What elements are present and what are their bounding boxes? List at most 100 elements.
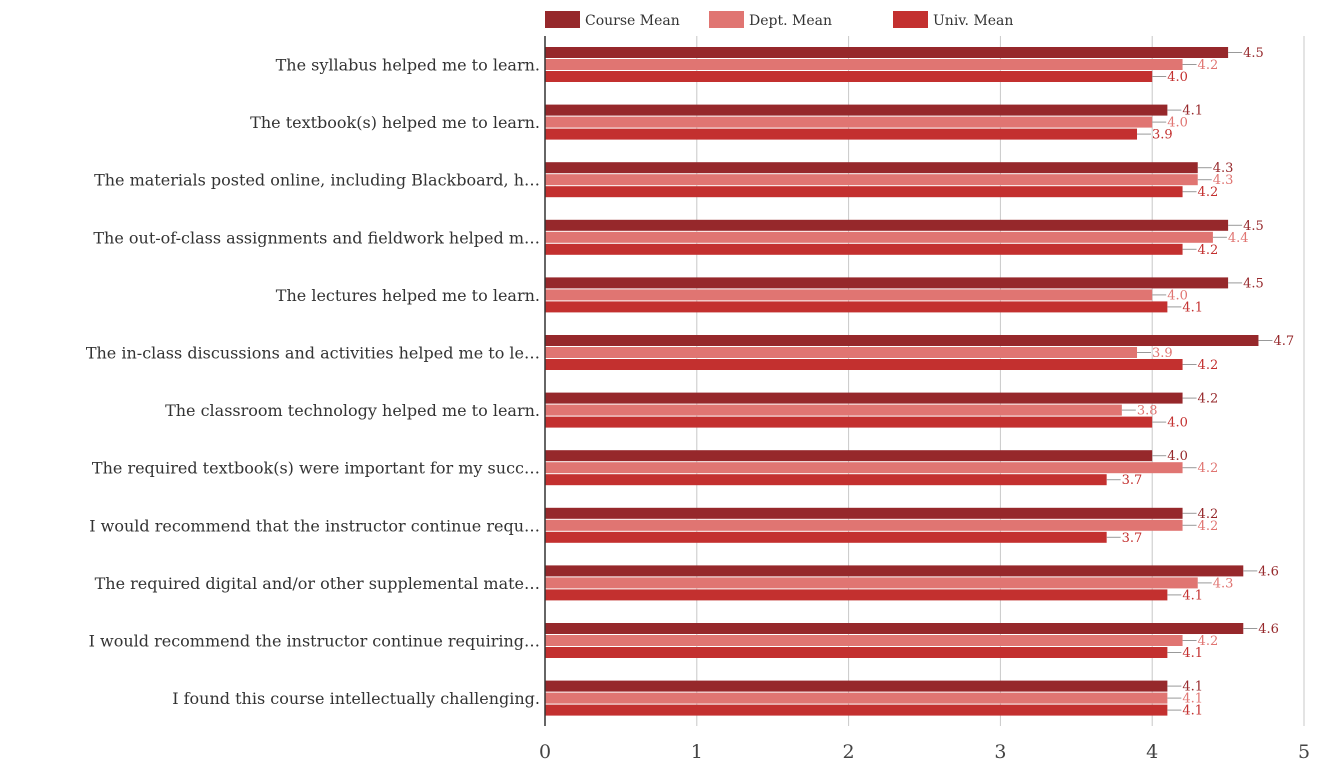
bar-value-label: 3.8 [1137,404,1158,419]
bar-value-label: 4.4 [1228,231,1249,246]
bar-value-label: 4.0 [1167,116,1188,131]
bar-value-label: 3.7 [1122,473,1143,488]
bar-univ-mean [545,186,1183,198]
bar-value-label: 4.2 [1198,358,1219,373]
x-tick-label-0: 0 [539,741,551,763]
x-tick-label-3: 3 [994,741,1006,763]
bar-univ-mean [545,416,1153,428]
bar-value-label: 4.5 [1243,276,1264,291]
bar-value-label: 4.1 [1182,588,1203,603]
bar-univ-mean [545,301,1168,313]
bar-value-label: 4.3 [1213,173,1234,188]
bar-value-label: 4.0 [1167,449,1188,464]
bar-univ-mean [545,531,1107,543]
bar-value-label: 4.5 [1243,219,1264,234]
category-label: The lectures helped me to learn. [276,286,540,305]
bar-value-label: 3.9 [1152,346,1173,361]
bar-value-label: 4.6 [1258,564,1279,579]
bar-course-mean [545,219,1229,231]
bar-value-label: 4.2 [1198,58,1219,73]
category-label: I found this course intellectually chall… [172,689,540,708]
bar-value-label: 4.2 [1198,185,1219,200]
category-label: I would recommend that the instructor co… [89,516,540,535]
bar-value-label: 4.2 [1198,461,1219,476]
chart-bars [545,47,1259,716]
bar-dept-mean [545,231,1213,243]
bar-course-mean [545,392,1183,404]
bar-value-label: 4.2 [1198,392,1219,407]
bar-univ-mean [545,704,1168,716]
category-label: The out-of-class assignments and fieldwo… [93,228,540,247]
bar-value-label: 4.0 [1167,416,1188,431]
bar-dept-mean [545,635,1183,646]
chart-axis: 0 1 2 3 4 5 [539,36,1310,763]
legend-label: Univ. Mean [933,13,1013,29]
bar-course-mean [545,507,1183,519]
bar-dept-mean [545,692,1168,704]
category-label: The required textbook(s) were important … [92,459,540,478]
bar-value-label: 4.1 [1182,680,1203,695]
legend-swatch [709,11,744,28]
bar-value-label: 4.1 [1182,646,1203,661]
bar-course-mean [545,277,1229,289]
bar-univ-mean [545,128,1138,140]
bar-course-mean [545,450,1153,462]
bar-course-mean [545,104,1168,116]
legend-label: Course Mean [585,13,680,29]
bar-univ-mean [545,359,1183,370]
category-label: The classroom technology helped me to le… [165,401,540,420]
category-label: The in-class discussions and activities … [86,344,540,363]
bar-dept-mean [545,174,1198,186]
bar-univ-mean [545,589,1168,601]
x-tick-label-1: 1 [691,741,703,763]
bar-value-label: 4.0 [1167,288,1188,303]
bar-dept-mean [545,347,1138,358]
bar-value-label: 4.6 [1258,622,1279,637]
x-tick-label-2: 2 [843,741,855,763]
bar-value-label: 3.7 [1122,531,1143,546]
bar-value-label: 4.1 [1182,104,1203,119]
x-tick-label-4: 4 [1146,741,1158,763]
legend-swatch [893,11,928,28]
category-label: The materials posted online, including B… [94,171,540,190]
chart-legend: Course Mean Dept. Mean Univ. Mean [545,11,1013,29]
bar-value-label: 4.1 [1182,692,1203,707]
category-labels: The syllabus helped me to learn. The text… [86,56,540,709]
category-label: The required digital and/or other supple… [95,574,540,593]
bar-value-label: 4.3 [1213,161,1234,176]
bar-course-mean [545,565,1244,577]
bar-dept-mean [545,116,1153,128]
bar-value-label: 4.7 [1273,334,1294,349]
bar-univ-mean [545,243,1183,255]
legend-swatch [545,11,580,28]
bar-univ-mean [545,647,1168,658]
bar-value-label: 4.2 [1198,243,1219,258]
value-labels: 4.54.24.04.14.03.94.34.34.24.54.44.24.54… [1106,46,1294,719]
bar-value-label: 4.1 [1182,300,1203,315]
category-label: The textbook(s) helped me to learn. [250,113,540,132]
bar-value-label: 4.2 [1198,519,1219,534]
bar-value-label: 4.1 [1182,704,1203,719]
bar-value-label: 3.9 [1152,128,1173,143]
bar-value-label: 4.2 [1198,507,1219,522]
bar-dept-mean [545,462,1183,474]
chart-gridlines [696,36,1305,726]
bar-dept-mean [545,59,1183,70]
bar-course-mean [545,47,1229,58]
bar-dept-mean [545,577,1198,589]
bar-value-label: 4.3 [1213,576,1234,591]
bar-course-mean [545,335,1259,346]
x-tick-label-5: 5 [1298,741,1310,763]
bar-course-mean [545,680,1168,692]
bar-dept-mean [545,519,1183,531]
bar-univ-mean [545,71,1153,82]
category-label: The syllabus helped me to learn. [276,56,540,75]
bar-univ-mean [545,474,1107,486]
bar-value-label: 4.5 [1243,46,1264,61]
bar-dept-mean [545,404,1122,416]
legend-label: Dept. Mean [749,13,832,29]
bar-dept-mean [545,289,1153,301]
bar-value-label: 4.2 [1198,634,1219,649]
bar-course-mean [545,623,1244,634]
